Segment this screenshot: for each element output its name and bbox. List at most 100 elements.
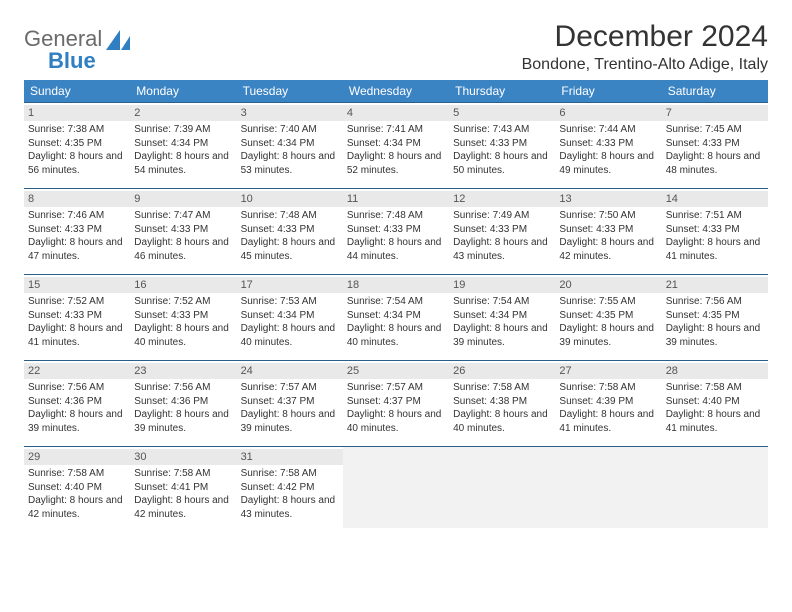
empty-cell bbox=[343, 446, 449, 532]
header-row: General Blue December 2024 Bondone, Tren… bbox=[24, 20, 768, 74]
sunset-line: Sunset: 4:34 PM bbox=[453, 309, 551, 323]
sunrise-line: Sunrise: 7:55 AM bbox=[559, 295, 657, 309]
sunrise-line: Sunrise: 7:54 AM bbox=[347, 295, 445, 309]
day-details: Sunrise: 7:58 AMSunset: 4:39 PMDaylight:… bbox=[559, 381, 657, 435]
sunrise-line: Sunrise: 7:58 AM bbox=[666, 381, 764, 395]
day-cell: 7Sunrise: 7:45 AMSunset: 4:33 PMDaylight… bbox=[662, 102, 768, 188]
day-cell: 30 Sunrise: 7:58 AMSunset: 4:41 PMDayligh… bbox=[130, 446, 236, 532]
daylight-line: Daylight: 8 hours and 45 minutes. bbox=[241, 236, 339, 263]
sunset-line: Sunset: 4:34 PM bbox=[134, 137, 232, 151]
day-details: Sunrise: 7:58 AMSunset: 4:38 PMDaylight:… bbox=[453, 381, 551, 435]
sunset-line: Sunset: 4:40 PM bbox=[28, 481, 126, 495]
day-cell: 19Sunrise: 7:54 AMSunset: 4:34 PMDayligh… bbox=[449, 274, 555, 360]
day-number: 28 bbox=[662, 363, 768, 379]
day-number: 20 bbox=[555, 277, 661, 293]
day-details: Sunrise: 7:50 AMSunset: 4:33 PMDaylight:… bbox=[559, 209, 657, 263]
sunrise-line: Sunrise: 7:49 AM bbox=[453, 209, 551, 223]
day-cell: 1Sunrise: 7:38 AMSunset: 4:35 PMDaylight… bbox=[24, 102, 130, 188]
day-number: 29 bbox=[24, 449, 130, 465]
sunset-line: Sunset: 4:33 PM bbox=[28, 223, 126, 237]
sunrise-line: Sunrise: 7:58 AM bbox=[453, 381, 551, 395]
day-cell: 27Sunrise: 7:58 AMSunset: 4:39 PMDayligh… bbox=[555, 360, 661, 446]
day-number: 3 bbox=[237, 105, 343, 121]
sunset-line: Sunset: 4:42 PM bbox=[241, 481, 339, 495]
daylight-line: Daylight: 8 hours and 41 minutes. bbox=[666, 236, 764, 263]
empty-cell bbox=[555, 446, 661, 532]
day-number: 14 bbox=[662, 191, 768, 207]
sunrise-line: Sunrise: 7:39 AM bbox=[134, 123, 232, 137]
sunset-line: Sunset: 4:36 PM bbox=[134, 395, 232, 409]
daylight-line: Daylight: 8 hours and 39 minutes. bbox=[134, 408, 232, 435]
day-cell: 23Sunrise: 7:56 AMSunset: 4:36 PMDayligh… bbox=[130, 360, 236, 446]
day-details: Sunrise: 7:43 AMSunset: 4:33 PMDaylight:… bbox=[453, 123, 551, 177]
empty-cell bbox=[449, 446, 555, 532]
sunset-line: Sunset: 4:41 PM bbox=[134, 481, 232, 495]
brand-line1: General bbox=[24, 28, 102, 50]
day-number: 10 bbox=[237, 191, 343, 207]
brand-text: General Blue bbox=[24, 28, 102, 72]
day-number: 2 bbox=[130, 105, 236, 121]
daylight-line: Daylight: 8 hours and 40 minutes. bbox=[347, 408, 445, 435]
sunset-line: Sunset: 4:33 PM bbox=[453, 223, 551, 237]
sunset-line: Sunset: 4:34 PM bbox=[347, 309, 445, 323]
daylight-line: Daylight: 8 hours and 39 minutes. bbox=[453, 322, 551, 349]
sunset-line: Sunset: 4:33 PM bbox=[134, 309, 232, 323]
sunrise-line: Sunrise: 7:50 AM bbox=[559, 209, 657, 223]
month-title: December 2024 bbox=[522, 20, 768, 54]
day-details: Sunrise: 7:39 AMSunset: 4:34 PMDaylight:… bbox=[134, 123, 232, 177]
sunset-line: Sunset: 4:33 PM bbox=[666, 137, 764, 151]
sunrise-line: Sunrise: 7:43 AM bbox=[453, 123, 551, 137]
day-details: Sunrise: 7:47 AMSunset: 4:33 PMDaylight:… bbox=[134, 209, 232, 263]
sunrise-line: Sunrise: 7:56 AM bbox=[28, 381, 126, 395]
day-details: Sunrise: 7:55 AMSunset: 4:35 PMDaylight:… bbox=[559, 295, 657, 349]
day-number: 22 bbox=[24, 363, 130, 379]
daylight-line: Daylight: 8 hours and 41 minutes. bbox=[28, 322, 126, 349]
day-number: 5 bbox=[449, 105, 555, 121]
week-row: 8Sunrise: 7:46 AMSunset: 4:33 PMDaylight… bbox=[24, 188, 768, 274]
sunrise-line: Sunrise: 7:52 AM bbox=[28, 295, 126, 309]
sunrise-line: Sunrise: 7:48 AM bbox=[241, 209, 339, 223]
sunrise-line: Sunrise: 7:53 AM bbox=[241, 295, 339, 309]
day-cell: 12Sunrise: 7:49 AMSunset: 4:33 PMDayligh… bbox=[449, 188, 555, 274]
daylight-line: Daylight: 8 hours and 44 minutes. bbox=[347, 236, 445, 263]
sunrise-line: Sunrise: 7:47 AM bbox=[134, 209, 232, 223]
daylight-line: Daylight: 8 hours and 41 minutes. bbox=[666, 408, 764, 435]
sunset-line: Sunset: 4:33 PM bbox=[453, 137, 551, 151]
day-cell: 5 Sunrise: 7:43 AMSunset: 4:33 PMDaylight… bbox=[449, 102, 555, 188]
day-details: Sunrise: 7:54 AMSunset: 4:34 PMDaylight:… bbox=[453, 295, 551, 349]
day-details: Sunrise: 7:46 AMSunset: 4:33 PMDaylight:… bbox=[28, 209, 126, 263]
day-details: Sunrise: 7:38 AMSunset: 4:35 PMDaylight:… bbox=[28, 123, 126, 177]
daylight-line: Daylight: 8 hours and 52 minutes. bbox=[347, 150, 445, 177]
weekday-header: Friday bbox=[555, 80, 661, 102]
sunset-line: Sunset: 4:34 PM bbox=[347, 137, 445, 151]
sunset-line: Sunset: 4:34 PM bbox=[241, 137, 339, 151]
day-number: 24 bbox=[237, 363, 343, 379]
day-number: 11 bbox=[343, 191, 449, 207]
day-number: 30 bbox=[130, 449, 236, 465]
day-cell: 15 Sunrise: 7:52 AMSunset: 4:33 PMDayligh… bbox=[24, 274, 130, 360]
day-number: 15 bbox=[24, 277, 130, 293]
daylight-line: Daylight: 8 hours and 42 minutes. bbox=[559, 236, 657, 263]
daylight-line: Daylight: 8 hours and 39 minutes. bbox=[28, 408, 126, 435]
day-cell: 8Sunrise: 7:46 AMSunset: 4:33 PMDaylight… bbox=[24, 188, 130, 274]
sunrise-line: Sunrise: 7:54 AM bbox=[453, 295, 551, 309]
sunrise-line: Sunrise: 7:58 AM bbox=[241, 467, 339, 481]
day-details: Sunrise: 7:56 AMSunset: 4:36 PMDaylight:… bbox=[134, 381, 232, 435]
day-number: 17 bbox=[237, 277, 343, 293]
day-details: Sunrise: 7:52 AMSunset: 4:33 PMDaylight:… bbox=[28, 295, 126, 349]
daylight-line: Daylight: 8 hours and 53 minutes. bbox=[241, 150, 339, 177]
week-row: 1Sunrise: 7:38 AMSunset: 4:35 PMDaylight… bbox=[24, 102, 768, 188]
day-number: 7 bbox=[662, 105, 768, 121]
day-number: 13 bbox=[555, 191, 661, 207]
day-number: 16 bbox=[130, 277, 236, 293]
daylight-line: Daylight: 8 hours and 48 minutes. bbox=[666, 150, 764, 177]
day-cell: 3Sunrise: 7:40 AMSunset: 4:34 PMDaylight… bbox=[237, 102, 343, 188]
day-details: Sunrise: 7:58 AMSunset: 4:41 PMDaylight:… bbox=[134, 467, 232, 521]
daylight-line: Daylight: 8 hours and 42 minutes. bbox=[134, 494, 232, 521]
day-number: 18 bbox=[343, 277, 449, 293]
sunrise-line: Sunrise: 7:44 AM bbox=[559, 123, 657, 137]
daylight-line: Daylight: 8 hours and 43 minutes. bbox=[453, 236, 551, 263]
sunrise-line: Sunrise: 7:52 AM bbox=[134, 295, 232, 309]
brand-logo: General Blue bbox=[24, 20, 132, 72]
daylight-line: Daylight: 8 hours and 40 minutes. bbox=[453, 408, 551, 435]
